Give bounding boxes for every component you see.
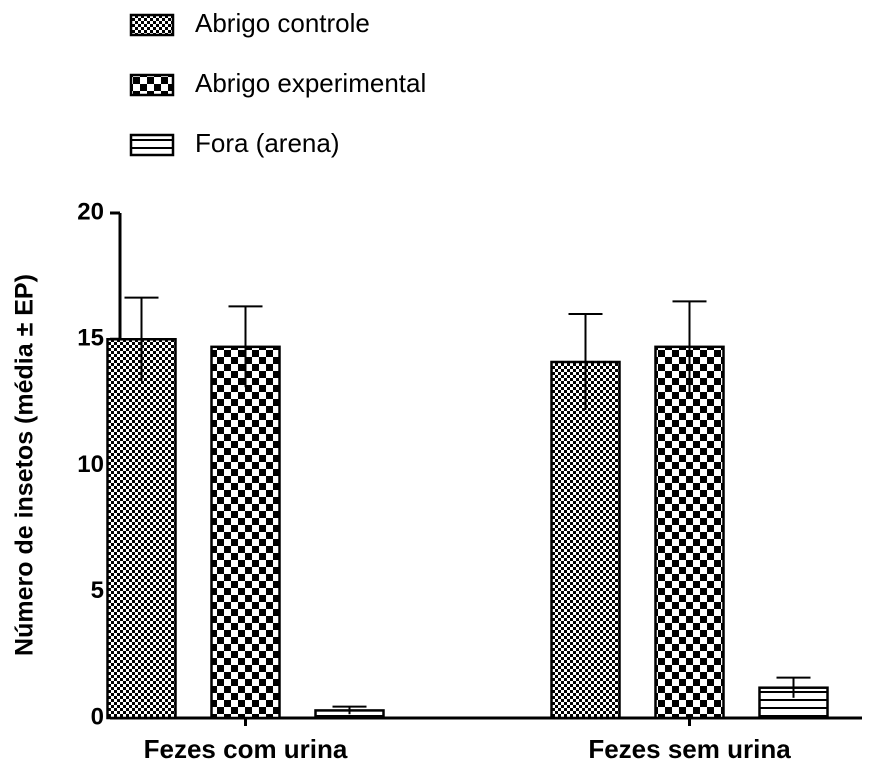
error-bar (672, 300, 707, 393)
legend-swatch (129, 13, 175, 37)
error-bar (124, 296, 159, 381)
legend-swatch (129, 73, 175, 97)
legend-swatch (129, 133, 175, 157)
x-tick-label: Fezes sem urina (588, 734, 791, 764)
error-bar (332, 705, 367, 715)
error-bar (228, 305, 263, 388)
bar (550, 360, 621, 720)
y-tick-label: 20 (77, 198, 104, 225)
y-tick-label: 0 (91, 703, 104, 730)
error-bar (776, 676, 811, 698)
legend-label: Fora (arena) (195, 128, 340, 158)
y-axis-title: Número de insetos (média ± EP) (11, 274, 39, 656)
legend-label: Abrigo experimental (195, 68, 426, 98)
y-tick-label: 15 (77, 325, 104, 352)
y-tick-label: 10 (77, 451, 104, 478)
bar (654, 345, 725, 720)
bar (210, 345, 281, 720)
bar (106, 338, 177, 720)
x-tick-label: Fezes com urina (144, 734, 348, 764)
y-tick-label: 5 (91, 577, 104, 604)
legend-label: Abrigo controle (195, 8, 370, 38)
error-bar (568, 313, 603, 410)
